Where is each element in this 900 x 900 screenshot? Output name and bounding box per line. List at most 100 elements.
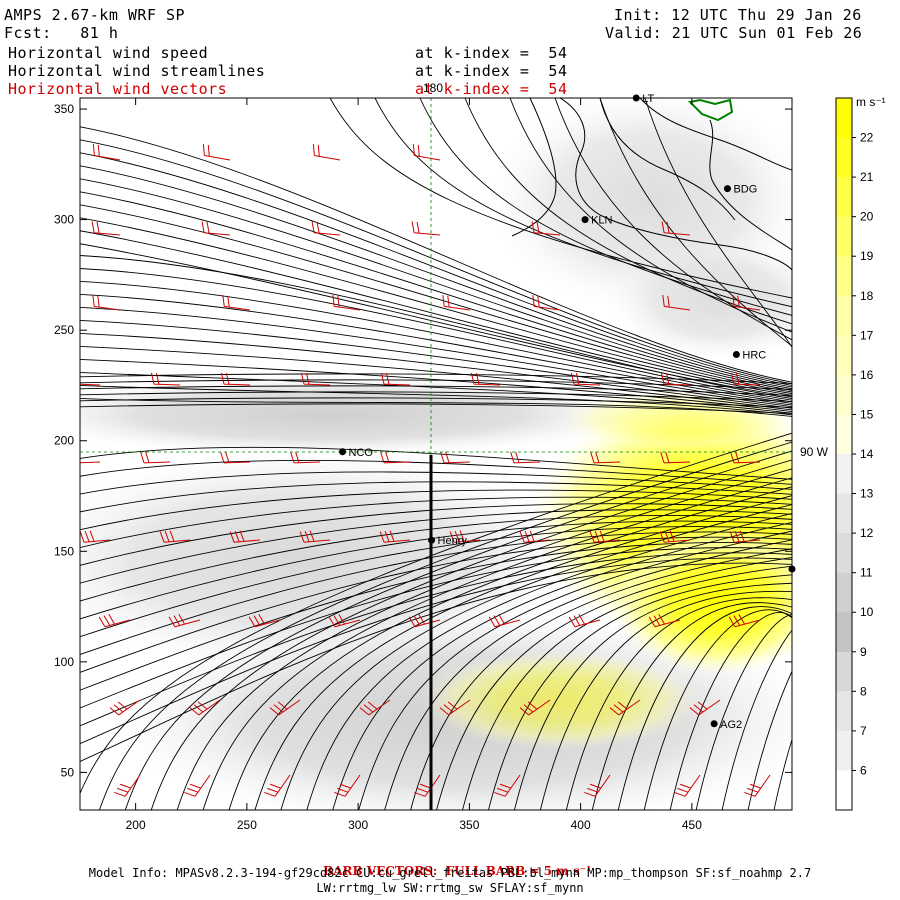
streamline [80, 165, 792, 388]
streamline [80, 320, 792, 408]
wind-barb [728, 614, 761, 628]
wind-barb [300, 372, 331, 386]
streamline [80, 391, 792, 402]
init-time: Init: 12 UTC Thu 29 Jan 26 [614, 6, 862, 24]
wind-barb [590, 451, 621, 464]
wind-barb [609, 699, 641, 716]
streamline [419, 98, 792, 316]
wind-barb [150, 372, 181, 386]
colorbar-segment [836, 216, 852, 257]
y-tick-label: 100 [54, 655, 74, 669]
colorbar-segment [836, 572, 852, 613]
plot-frame [79, 97, 793, 811]
wind-barb [311, 221, 341, 236]
wind-barb [159, 530, 191, 543]
streamline [80, 481, 792, 513]
streamline [643, 609, 792, 810]
wind-barb [744, 774, 771, 797]
streamline [80, 562, 792, 762]
streamline [332, 521, 792, 810]
streamline [80, 397, 792, 408]
station-label: NCO [349, 447, 374, 459]
streamline [599, 98, 792, 347]
colorbar-segment [836, 770, 852, 811]
colorbar-label: 21 [860, 170, 874, 184]
wind-barb [674, 774, 701, 797]
wind-barb [568, 614, 601, 628]
wind-barb [328, 614, 361, 628]
wind-barb [220, 372, 251, 386]
streamline [306, 512, 792, 810]
colorbar-label: 9 [860, 645, 867, 659]
wind-barb [519, 530, 551, 543]
streamline [80, 152, 792, 386]
wind-barb [80, 461, 101, 464]
y-tick-label: 350 [54, 102, 74, 116]
colorbar-label: 10 [860, 605, 874, 619]
station-marker [732, 350, 740, 358]
station-marker [339, 448, 347, 456]
streamline [80, 503, 792, 566]
streamline [565, 597, 792, 810]
colorbar-segment [836, 98, 852, 139]
colorbar-label: 6 [860, 763, 867, 777]
streamline [80, 371, 792, 414]
streamline [80, 526, 792, 638]
wind-barb [532, 295, 561, 311]
forecast-hour: Fcst: 81 h [4, 24, 119, 42]
streamline [540, 590, 792, 810]
model-info-2: LW:rrtmg_lw SW:rrtmg_sw SFLAY:sf_mynn [316, 881, 584, 895]
colorbar-segment [836, 612, 852, 653]
green-contour [687, 98, 734, 122]
colorbar-label: 11 [860, 566, 873, 580]
streamline [80, 489, 792, 531]
wind-barb [730, 451, 761, 464]
wind-barb [729, 530, 761, 543]
streamline [80, 126, 792, 383]
wind-barb [730, 372, 761, 386]
colorbar-segment [836, 137, 852, 178]
streamline [721, 629, 792, 810]
colorbar-label: 7 [860, 724, 867, 738]
wind-barb [91, 221, 121, 236]
colorbar-label: 22 [860, 131, 874, 145]
field-level-streamlines: at k-index = 54 [415, 62, 568, 80]
wind-barb [202, 144, 231, 161]
y-tick-label: 150 [54, 544, 74, 558]
wind-barb [494, 774, 521, 797]
streamline [80, 542, 792, 691]
stations: LT BDG KLN HRC NCO Henry AG2 [339, 93, 796, 731]
streamline [150, 459, 792, 810]
colorbar-segment [836, 493, 852, 534]
streamline [80, 139, 792, 385]
streamline [80, 552, 792, 727]
wind-barb [109, 699, 141, 716]
streamline [488, 574, 792, 810]
streamline [644, 98, 792, 349]
streamline [80, 346, 792, 411]
wind-barb [589, 530, 621, 543]
streamline [80, 432, 792, 795]
wind-barb [359, 699, 391, 716]
valid-time: Valid: 21 UTC Sun 01 Feb 26 [605, 24, 863, 42]
y-tick-label: 200 [54, 434, 74, 448]
colorbar-unit: m s⁻¹ [856, 95, 886, 109]
streamline [464, 98, 792, 325]
wind-barb [269, 699, 301, 716]
streamline [462, 565, 792, 810]
x-tick-label: 200 [126, 818, 146, 832]
streamline [80, 379, 792, 390]
streamline [176, 468, 792, 810]
model-title: AMPS 2.67-km WRF SP [4, 6, 186, 24]
streamline [410, 548, 792, 810]
wind-barb [222, 295, 251, 311]
wind-barb [412, 144, 441, 161]
wind-barb [220, 451, 251, 464]
wind-barb [648, 614, 681, 628]
streamline [80, 403, 792, 414]
streamline [436, 557, 792, 810]
wind-barb [584, 774, 611, 797]
wind-barb [660, 372, 691, 386]
streamline [80, 204, 792, 393]
colorbar-segment [836, 295, 852, 336]
